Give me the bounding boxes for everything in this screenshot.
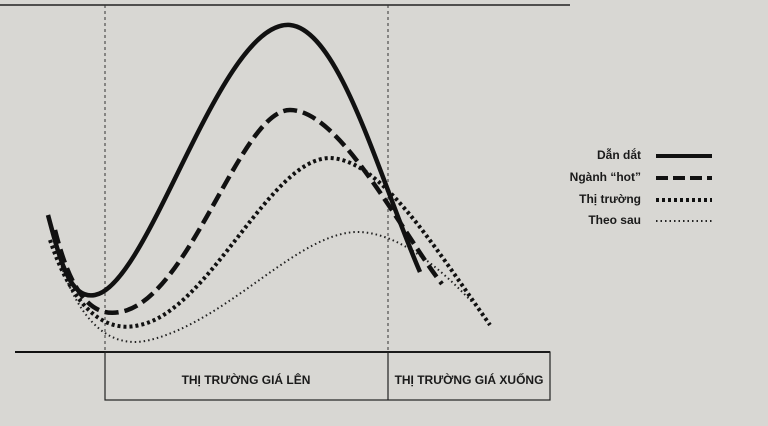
market-curve <box>48 155 492 329</box>
leader-curve <box>45 22 423 298</box>
phase-label: THỊ TRƯỜNG GIÁ XUỐNG <box>395 372 544 387</box>
legend-label: Thị trường <box>579 192 641 206</box>
phase-box <box>104 351 551 401</box>
legend-label: Ngành “hot” <box>570 170 641 184</box>
phase-label: THỊ TRƯỜNG GIÁ LÊN <box>182 372 311 387</box>
legend-label: Theo sau <box>588 213 641 227</box>
legend-label: Dẫn dắt <box>597 147 641 162</box>
hot-sector-curve <box>52 107 444 316</box>
